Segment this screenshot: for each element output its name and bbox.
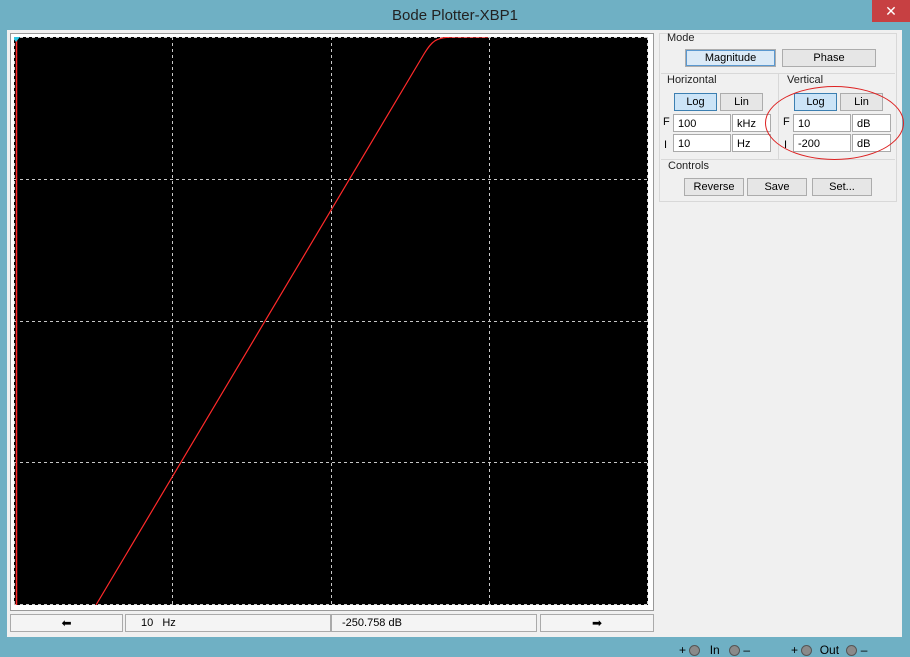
- out-minus-label: –: [860, 643, 868, 657]
- window-title: Bode Plotter-XBP1: [392, 7, 518, 24]
- reverse-button[interactable]: Reverse: [684, 178, 744, 196]
- in-minus-terminal[interactable]: [729, 645, 741, 657]
- title-bar: Bode Plotter-XBP1 ✕: [0, 0, 910, 30]
- out-label: Out: [819, 643, 840, 657]
- vertical-label: Vertical: [787, 74, 824, 86]
- horizontal-final-field[interactable]: 100: [673, 114, 731, 132]
- horizontal-lin-button[interactable]: Lin: [720, 93, 763, 111]
- bode-plot[interactable]: [14, 37, 648, 605]
- out-plus-terminal[interactable]: [801, 645, 813, 657]
- input-terminals: + In –: [679, 643, 750, 657]
- divider: [661, 73, 895, 74]
- phase-button[interactable]: Phase: [782, 49, 876, 67]
- close-button[interactable]: ✕: [872, 0, 910, 22]
- set-button[interactable]: Set...: [812, 178, 872, 196]
- cursor-marker-icon: [14, 37, 20, 42]
- horizontal-initial-unit[interactable]: Hz: [732, 134, 771, 152]
- save-button[interactable]: Save: [747, 178, 807, 196]
- horizontal-final-unit[interactable]: kHz: [732, 114, 771, 132]
- mode-label: Mode: [667, 32, 695, 44]
- magnitude-button[interactable]: Magnitude: [685, 49, 776, 67]
- window-client: ⬅ 10 Hz -250.758 dB ➡ Mode Magnitude Pha…: [7, 30, 902, 657]
- horizontal-initial-field[interactable]: 10: [673, 134, 731, 152]
- output-terminals: + Out –: [791, 643, 867, 657]
- horizontal-final-label: F: [663, 116, 670, 128]
- magnitude-value: -250.758 dB: [342, 617, 402, 629]
- frequency-value: 10: [141, 617, 154, 629]
- magnitude-readout: -250.758 dB: [331, 614, 537, 632]
- frequency-unit: Hz: [162, 617, 176, 629]
- cursor-left-button[interactable]: ⬅: [10, 614, 123, 632]
- in-plus-terminal[interactable]: [689, 645, 701, 657]
- out-plus-label: +: [791, 643, 799, 657]
- horizontal-log-button[interactable]: Log: [674, 93, 717, 111]
- in-minus-label: –: [743, 643, 751, 657]
- in-label: In: [709, 643, 720, 657]
- horizontal-label: Horizontal: [667, 74, 717, 86]
- in-plus-label: +: [679, 643, 687, 657]
- divider: [661, 159, 895, 160]
- horizontal-initial-label: I: [664, 139, 668, 151]
- magnitude-trace: [95, 37, 488, 605]
- controls-label: Controls: [668, 160, 709, 172]
- cursor-right-button[interactable]: ➡: [540, 614, 654, 632]
- plot-frame: [10, 33, 654, 611]
- highlight-circle: [765, 86, 904, 160]
- frequency-readout: 10 Hz: [125, 614, 331, 632]
- out-minus-terminal[interactable]: [846, 645, 858, 657]
